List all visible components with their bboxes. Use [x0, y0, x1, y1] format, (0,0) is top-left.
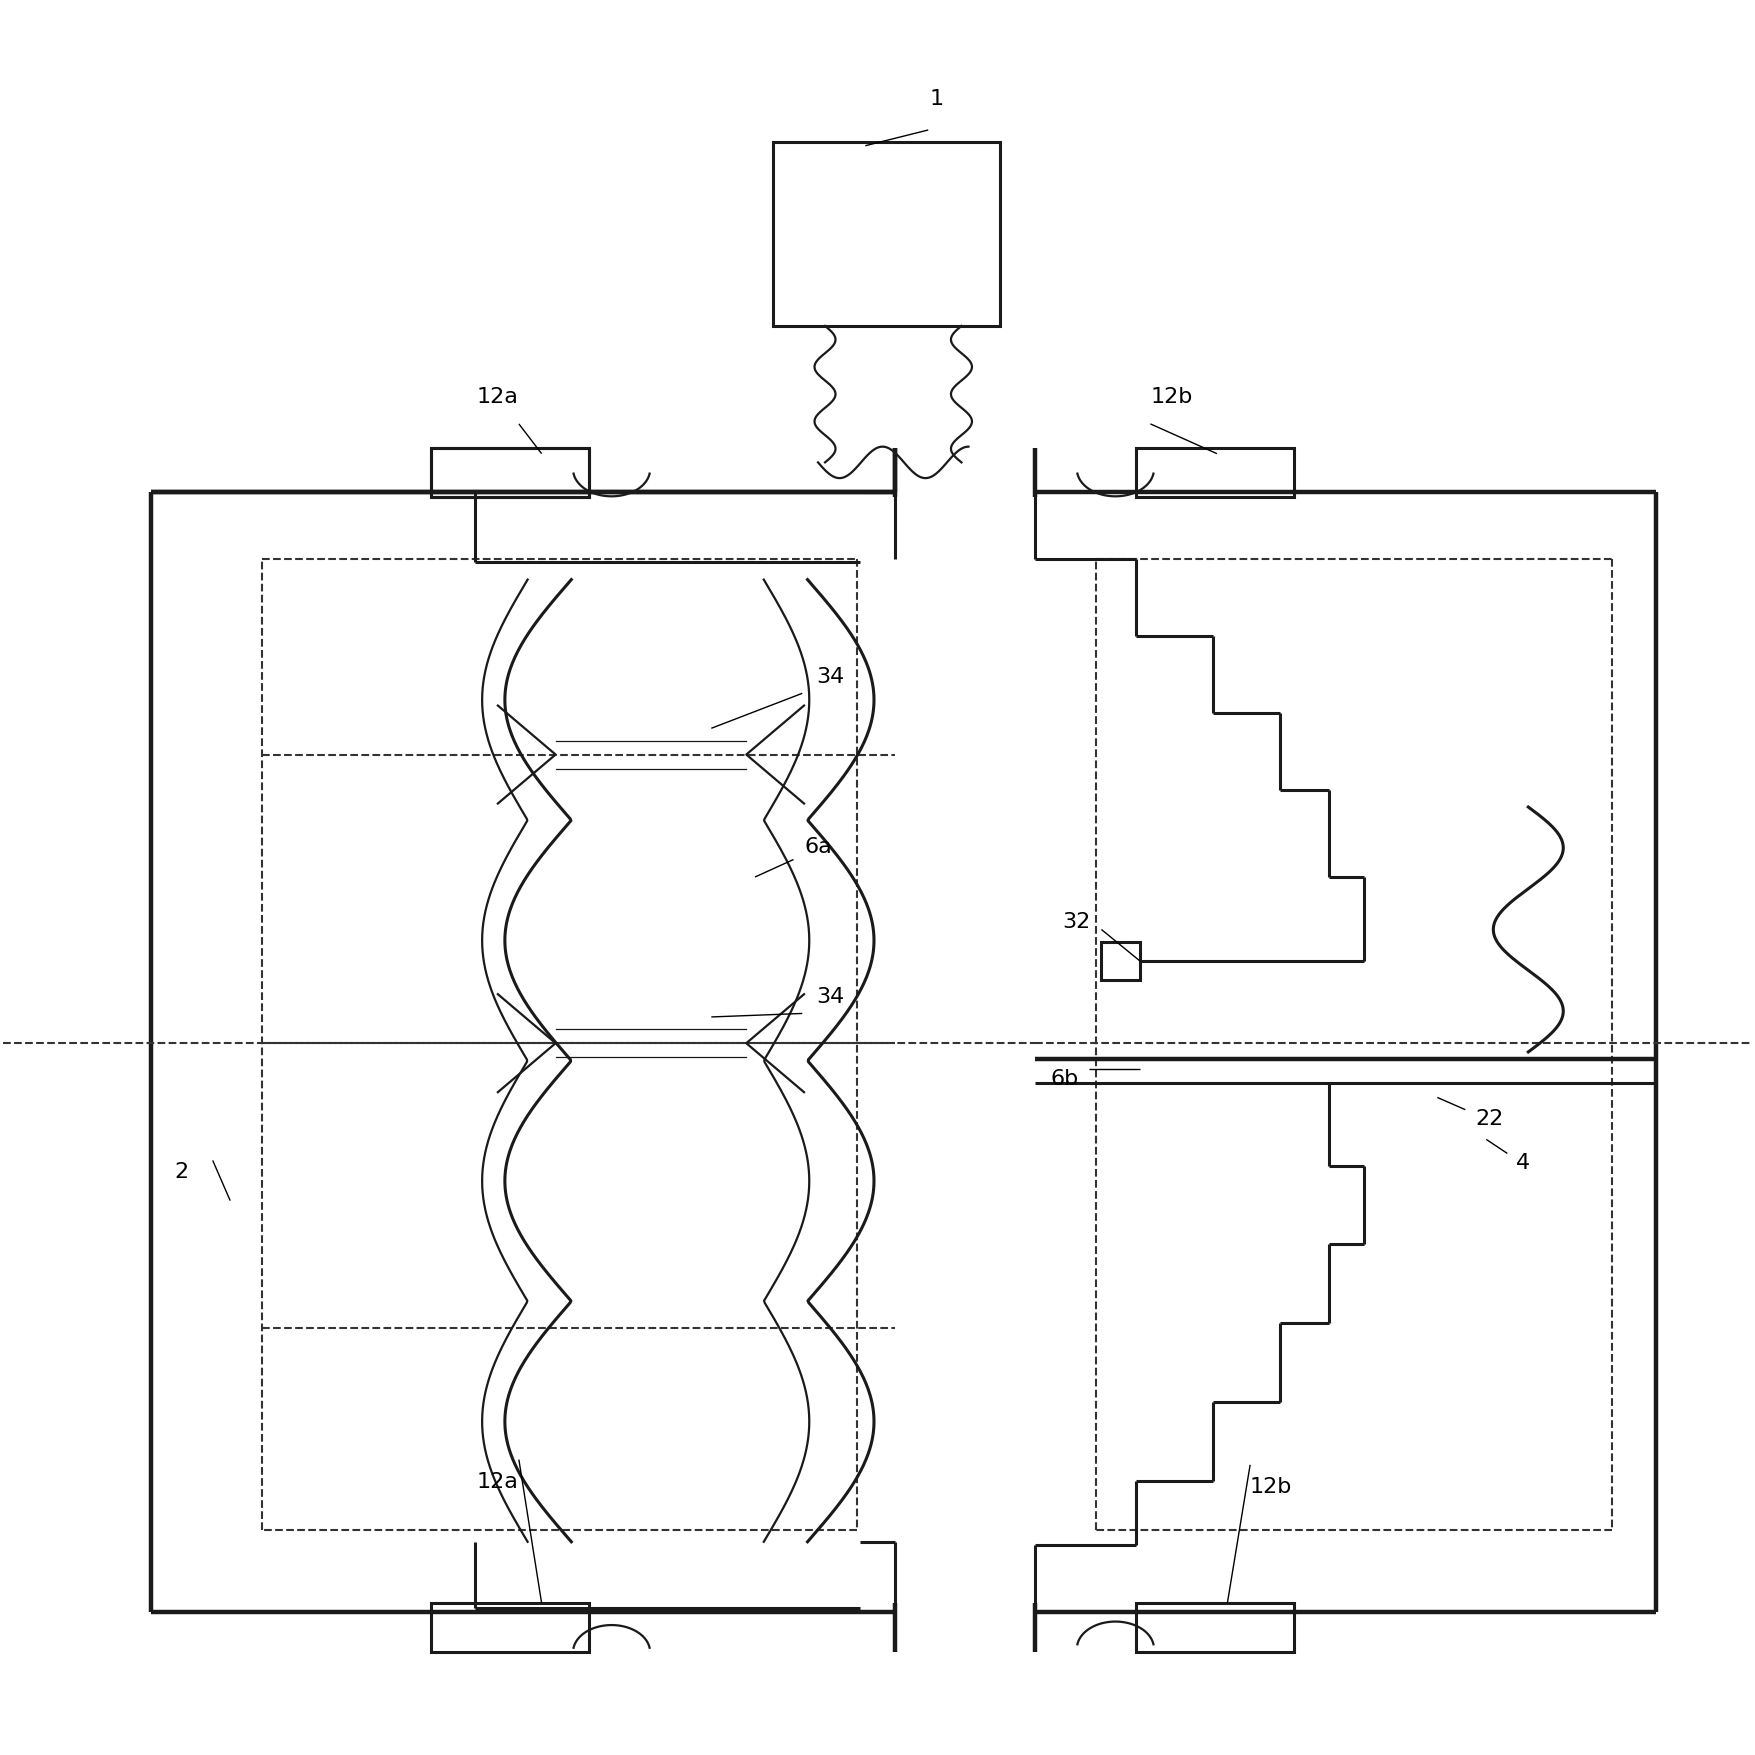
Text: 34: 34 [816, 667, 844, 686]
Text: 6b: 6b [1051, 1069, 1079, 1088]
Bar [432, 449, 590, 498]
Bar [432, 1602, 590, 1651]
Text: 12a: 12a [477, 386, 519, 407]
Text: 32: 32 [1064, 911, 1092, 932]
Bar [1137, 1602, 1293, 1651]
Text: 1: 1 [930, 90, 944, 109]
Text: 22: 22 [1476, 1109, 1504, 1128]
Bar [1137, 449, 1293, 498]
Text: 12b: 12b [1150, 386, 1193, 407]
Bar [1102, 942, 1141, 981]
Text: 6a: 6a [804, 835, 832, 856]
Bar [772, 144, 1000, 326]
Text: 2: 2 [174, 1162, 188, 1181]
Text: 34: 34 [816, 986, 844, 1006]
Text: 12a: 12a [477, 1471, 519, 1490]
Text: 12b: 12b [1250, 1476, 1292, 1495]
Text: 4: 4 [1516, 1153, 1530, 1172]
